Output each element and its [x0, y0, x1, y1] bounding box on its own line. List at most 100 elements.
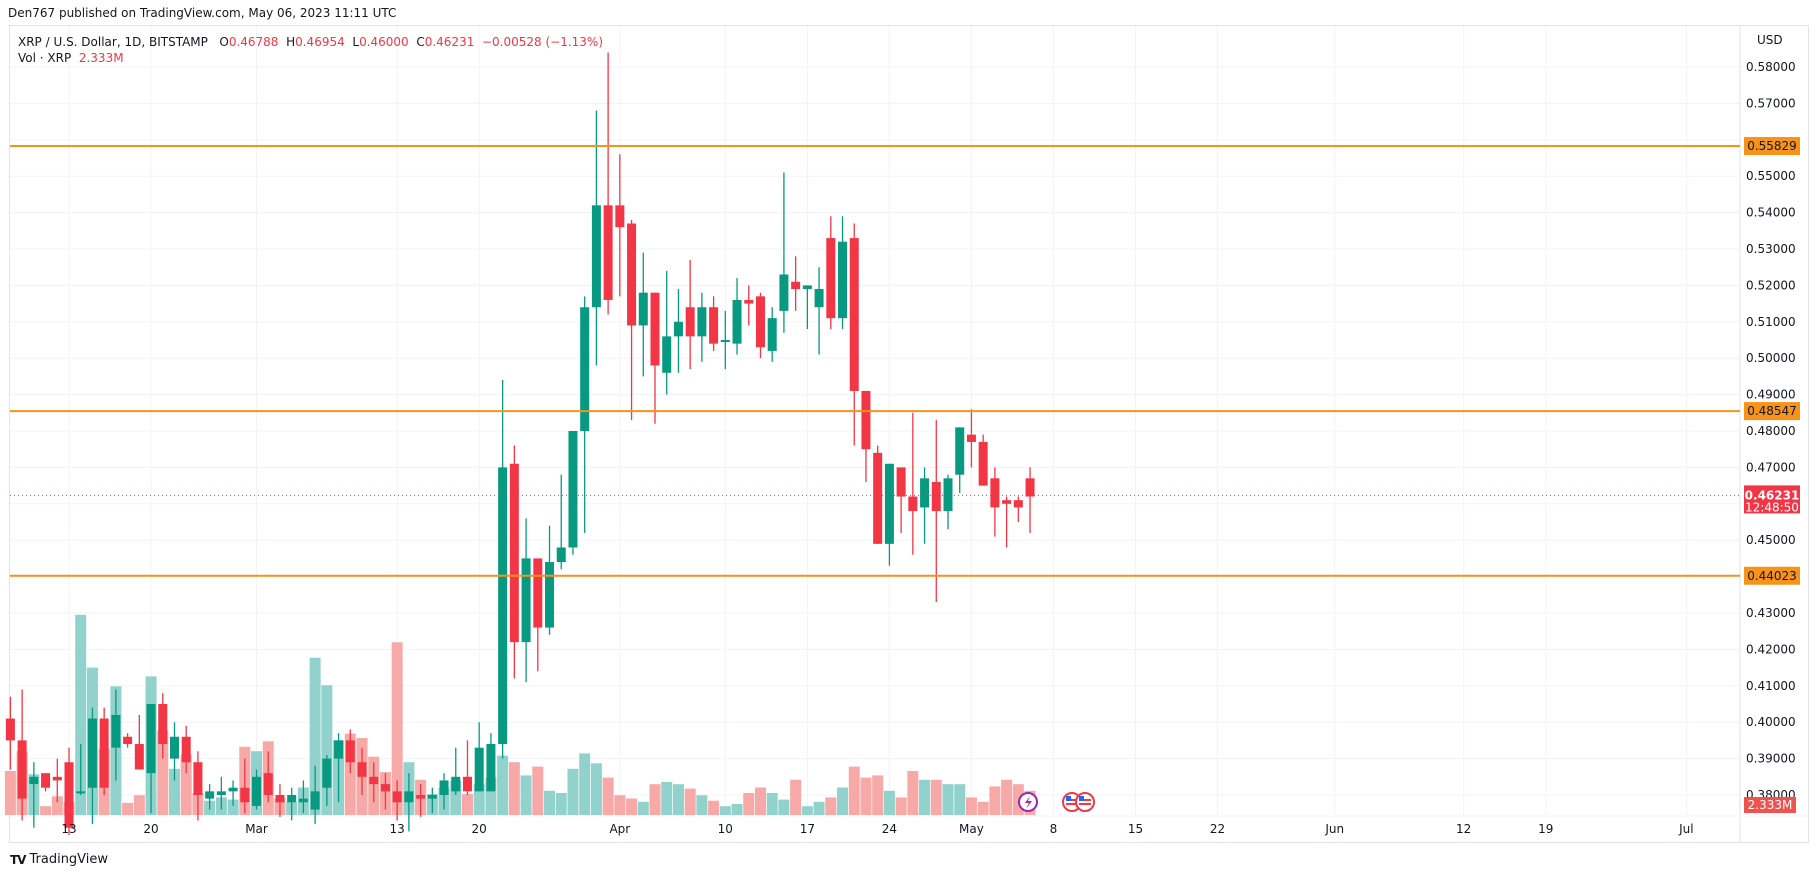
volume-bar	[778, 799, 790, 815]
flag-canton	[1079, 796, 1084, 801]
volume-bar	[649, 784, 661, 815]
price-axis-label: 0.39000	[1746, 752, 1796, 766]
candle-body	[158, 704, 168, 745]
volume-bar	[1001, 779, 1013, 815]
time-axis-label: 20	[472, 822, 487, 836]
candle-body	[205, 791, 215, 799]
volume-label[interactable]: Vol · XRP	[18, 51, 72, 65]
time-axis-label: 19	[1538, 822, 1553, 836]
candle-body	[978, 441, 988, 486]
candle-body	[486, 744, 496, 792]
open-value: 0.46788	[228, 35, 279, 49]
high-value: 0.46954	[295, 35, 345, 49]
candle-body	[216, 791, 226, 795]
volume-bar	[579, 753, 591, 815]
high-label: H	[286, 35, 296, 49]
candle-body	[697, 307, 707, 337]
time-axis-label: 22	[1210, 822, 1225, 836]
volume-bar	[684, 788, 696, 815]
volume-value: 2.333M	[78, 51, 124, 65]
candle-body	[1025, 478, 1035, 497]
candle-body	[755, 296, 765, 348]
price-axis-label: 0.54000	[1746, 206, 1796, 220]
volume-bar	[919, 779, 931, 815]
price-axis-currency: USD	[1757, 33, 1783, 47]
volume-bar	[954, 784, 966, 815]
volume-bar	[473, 784, 485, 815]
volume-legend-row: Vol · XRP 2.333M	[18, 50, 603, 66]
candle-body	[931, 481, 941, 512]
volume-bar	[766, 793, 778, 815]
candle-body	[498, 467, 508, 745]
volume-bar	[544, 790, 556, 815]
candle-body	[99, 718, 109, 788]
candle-body	[673, 321, 683, 337]
countdown-label: 12:48:50	[1745, 500, 1799, 514]
level-price-tag	[1744, 566, 1800, 585]
candle-body	[64, 762, 74, 828]
flag-canton	[1066, 796, 1071, 801]
candle-body	[732, 299, 742, 344]
volume-bar	[497, 755, 509, 815]
volume-bar	[485, 777, 497, 815]
candle-body	[298, 798, 308, 803]
price-axis-label: 0.48000	[1746, 424, 1796, 438]
price-axis-label: 0.57000	[1746, 96, 1796, 110]
volume-bar	[567, 768, 579, 815]
candle-body	[685, 307, 695, 337]
candle-body	[392, 791, 402, 803]
candle-body	[169, 736, 179, 759]
volume-bar	[754, 787, 766, 815]
candle-body	[568, 431, 578, 548]
candle-body	[884, 463, 894, 544]
price-axis-label: 0.55000	[1746, 169, 1796, 183]
time-axis-label: 24	[882, 822, 897, 836]
candle-body	[767, 318, 777, 351]
time-axis-label: Mar	[245, 822, 268, 836]
candle-body	[615, 205, 625, 228]
candle-body	[345, 740, 355, 763]
time-axis-label: Apr	[609, 822, 630, 836]
candle-body	[545, 562, 555, 628]
volume-bar	[696, 795, 708, 815]
candle-body	[908, 496, 918, 512]
symbol-name[interactable]: XRP / U.S. Dollar, 1D, BITSTAMP	[18, 35, 208, 49]
candle-body	[462, 776, 472, 792]
candle-body	[357, 762, 367, 777]
candle-body	[416, 795, 426, 799]
us-flag-event-icon[interactable]	[1075, 792, 1095, 812]
volume-bar	[860, 777, 872, 815]
candle-body	[533, 558, 543, 628]
time-axis-label: 17	[800, 822, 815, 836]
price-axis-label: 0.45000	[1746, 533, 1796, 547]
volume-bar	[122, 802, 134, 815]
candle-body	[920, 478, 930, 508]
volume-bar	[837, 787, 849, 815]
volume-bar	[391, 642, 403, 815]
volume-bar	[321, 685, 333, 815]
time-axis-label: 13	[61, 822, 76, 836]
flag-stripe	[1066, 803, 1078, 805]
candle-body	[591, 205, 601, 308]
candle-body	[240, 787, 250, 803]
tradingview-logo[interactable]: TV TradingView	[10, 852, 108, 867]
open-label: O	[219, 35, 229, 49]
candle-body	[474, 747, 484, 792]
candle-body	[275, 795, 285, 803]
volume-bar	[965, 797, 977, 815]
volume-bar	[227, 799, 239, 815]
low-label: L	[352, 35, 360, 49]
candle-body	[263, 773, 273, 795]
candle-body	[873, 452, 883, 544]
candle-body	[17, 740, 27, 799]
tradingview-logo-text: TradingView	[29, 852, 109, 867]
candle-body	[369, 776, 379, 785]
volume-bar	[661, 782, 673, 815]
time-axis-label: May	[959, 822, 984, 836]
candle-body	[744, 299, 754, 304]
volume-bar	[180, 754, 192, 815]
candle-body	[427, 795, 437, 799]
volume-bar	[825, 797, 837, 815]
volume-bar	[602, 777, 614, 815]
